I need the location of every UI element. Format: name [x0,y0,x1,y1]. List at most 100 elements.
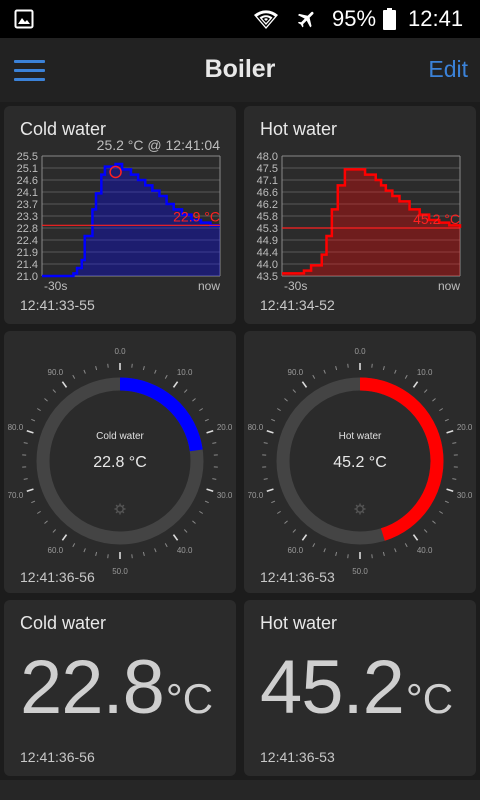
gauge-minor-tick [382,365,385,371]
gauge-tick-label: 40.0 [417,546,433,555]
value-number: 45.2 [260,645,405,730]
gauge-minor-tick [394,548,397,553]
gauge-minor-tick [404,374,408,379]
gauge-minor-tick [36,510,41,514]
x-tick-label: -30s [284,279,307,293]
gauge-minor-tick [444,418,449,422]
gauge-minor-tick [192,398,196,402]
hot-water-chart: 48.047.547.146.646.245.845.344.944.444.0… [257,151,462,293]
big-value: 45.2°C [260,644,453,731]
value-unit: °C [405,675,454,722]
cold-water-gauge-card[interactable]: 0.0 10.0 20.0 30.0 40.0 50.0 60.0 70.0 80.0 90.0 C… [4,331,236,593]
x-tick-label: -30s [44,279,67,293]
gear-icon [114,503,126,515]
gauge-tick-label: 90.0 [288,368,304,377]
gauge-minor-tick [154,369,157,374]
gauge-minor-tick [323,548,326,553]
gauge-minor-tick [72,374,76,379]
card-timestamp: 12:41:36-53 [260,569,335,585]
gauge-tick-label: 80.0 [8,423,24,432]
y-tick-label: 44.9 [257,235,278,247]
gauge-minor-tick [423,529,428,533]
gauge-minor-tick [95,365,98,371]
gauge-minor-tick [204,418,209,422]
gauge-tick-label: 10.0 [417,368,433,377]
gauge-tick-label: 40.0 [177,546,193,555]
gauge-major-tick [61,381,68,388]
hot-water-gauge-card[interactable]: 0.0 10.0 20.0 30.0 40.0 50.0 60.0 70.0 80.0 90.0 H… [244,331,476,593]
gauge-minor-tick [312,543,316,548]
gauge-major-tick [61,534,68,541]
gauge-minor-tick [271,500,276,504]
y-tick-label: 46.6 [257,187,278,199]
gauge-minor-tick [432,398,436,402]
gauge-minor-tick [199,408,204,412]
battery-icon [383,8,396,30]
y-tick-label: 22.4 [17,235,38,247]
gauge-minor-tick [404,543,408,548]
y-tick-label: 25.1 [17,163,38,175]
edit-button[interactable]: Edit [428,56,468,82]
hamburger-menu-icon[interactable] [12,56,48,86]
gauge-minor-tick [44,520,48,524]
gauge-minor-tick [394,369,397,374]
gauge-major-tick [266,488,274,493]
gauge-tick-label: 0.0 [354,347,366,356]
chart-tooltip: 25.2 °C @ 12:41:04 [97,137,221,153]
gauge-minor-tick [107,363,109,368]
gauge-minor-tick [23,478,28,480]
gauge-minor-tick [276,510,281,514]
gauge-major-tick [206,429,214,434]
series-line [42,162,220,278]
gauge-minor-tick [347,363,349,368]
gauge-minor-tick [212,478,217,480]
card-title: Cold water [20,119,107,139]
gauge-minor-tick [444,500,449,504]
gear-ring [356,505,364,513]
app-bar: Boiler Edit [0,38,480,102]
y-tick-label: 44.4 [257,247,278,259]
gauge-minor-tick [382,551,385,557]
gauge-major-tick [206,488,214,493]
gauge-value: 45.2 °C [333,454,387,471]
gauge-minor-tick [276,408,281,412]
gauge-minor-tick [52,529,57,533]
gauge-major-tick [26,488,34,493]
hot-water-value-card[interactable]: Hot water 45.2°C 12:41:36-53 [244,600,476,776]
cold-water-gauge: 0.0 10.0 20.0 30.0 40.0 50.0 60.0 70.0 80.0 90.0 C… [8,347,233,576]
y-tick-label: 21.9 [17,247,38,259]
airplane-mode-icon [297,11,314,28]
gauge-minor-tick [439,408,444,412]
gauge-minor-tick [271,418,276,422]
gauge-minor-tick [95,551,98,557]
y-tick-label: 45.3 [257,223,278,235]
cold-water-chart: 25.525.124.624.123.723.322.822.421.921.4… [17,137,221,293]
gauge-minor-tick [164,374,168,379]
gauge-minor-tick [154,548,157,553]
value-unit: °C [165,675,214,722]
y-tick-label: 47.1 [257,175,278,187]
x-tick-label: now [198,279,220,293]
cold-water-chart-card[interactable]: Cold water 25.5 25.1 24.6 24.1 23.7 23.3 22.8 2… [4,106,236,324]
gauge-minor-tick [335,365,338,371]
y-tick-label: 24.1 [17,187,38,199]
gauge-major-tick [446,429,454,434]
cold-water-value-card[interactable]: Cold water 22.8°C 12:41:36-56 [4,600,236,776]
y-tick-label: 21.0 [17,271,38,283]
y-tick-label: 23.7 [17,199,38,211]
gauge-minor-tick [83,369,86,374]
y-tick-label: 23.3 [17,211,38,223]
gauge-minor-tick [36,408,41,412]
battery-percent: 95% [332,6,377,31]
card-timestamp: 12:41:34-52 [260,297,335,313]
gauge-value: 22.8 °C [93,454,147,471]
gauge-minor-tick [263,478,268,480]
y-tick-label: 24.6 [17,175,38,187]
gauge-tick-label: 20.0 [457,423,473,432]
gauge-minor-tick [44,398,48,402]
hot-water-chart-card[interactable]: Hot water 48.0 47.5 47.1 46.6 46.2 45.8 45.3 44… [244,106,476,324]
gauge-minor-tick [263,442,268,444]
gauge-minor-tick [347,554,349,559]
gear-icon [354,503,366,515]
gauge-tick-label: 20.0 [217,423,233,432]
